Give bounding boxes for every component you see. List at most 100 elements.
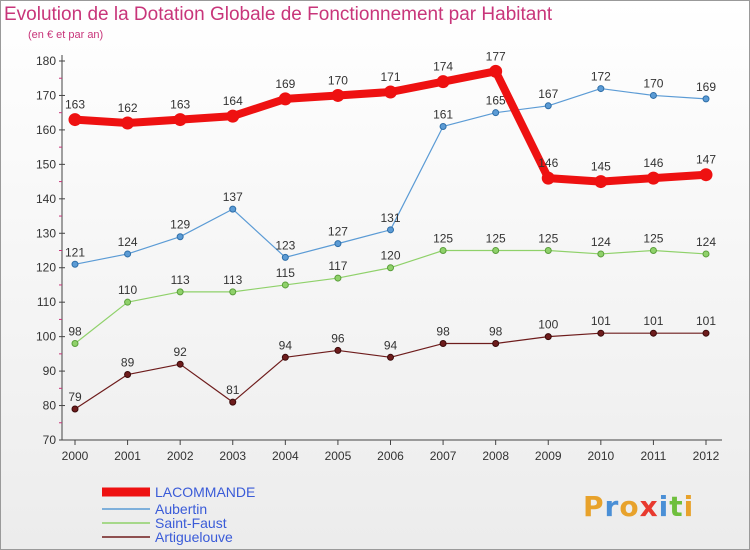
data-label: 146 [538, 156, 558, 170]
data-label: 174 [433, 60, 453, 74]
x-tick-label: 2010 [587, 449, 614, 463]
chart-subtitle: (en € et par an) [28, 29, 104, 41]
y-tick-label: 130 [36, 226, 56, 240]
data-label: 162 [118, 101, 138, 115]
data-label: 101 [643, 314, 663, 328]
data-point [334, 346, 342, 354]
data-point [281, 253, 289, 261]
data-label: 98 [489, 325, 503, 339]
y-tick-label: 140 [36, 192, 56, 206]
logo-letter: x [639, 490, 659, 523]
x-tick-label: 2000 [62, 449, 89, 463]
data-point [439, 122, 447, 130]
data-point [176, 233, 184, 241]
data-label: 131 [380, 211, 400, 225]
y-tick-label: 110 [37, 295, 56, 309]
data-point [124, 250, 132, 258]
data-point [702, 329, 710, 337]
data-label: 169 [696, 80, 716, 94]
data-point [544, 102, 552, 110]
x-tick-label: 2008 [482, 449, 509, 463]
data-label: 117 [328, 259, 347, 273]
data-point [176, 288, 184, 296]
data-label: 125 [433, 232, 453, 246]
data-label: 113 [223, 273, 242, 287]
data-label: 145 [591, 160, 611, 174]
data-point [71, 340, 79, 348]
data-point [492, 247, 500, 254]
proxiti-logo: Proxiti [583, 490, 694, 523]
series-line-aubertin [74, 87, 707, 265]
data-label: 98 [68, 325, 82, 339]
data-label: 110 [118, 283, 137, 297]
data-point [176, 360, 184, 368]
y-tick-label: 150 [36, 157, 56, 171]
data-label: 171 [380, 70, 400, 84]
y-tick-label: 80 [43, 399, 57, 413]
data-label: 127 [328, 225, 348, 239]
data-point [384, 85, 397, 99]
logo-letter: o [619, 490, 640, 523]
data-point [702, 95, 710, 103]
data-point [124, 298, 132, 306]
data-point [436, 75, 450, 89]
data-point [226, 109, 240, 123]
legend-label: Saint-Faust [155, 515, 227, 531]
data-point [124, 371, 132, 379]
data-label: 81 [226, 383, 240, 397]
data-label: 164 [223, 94, 243, 108]
data-point [597, 85, 605, 93]
data-label: 98 [436, 325, 450, 339]
data-point [439, 340, 447, 348]
data-point [173, 113, 187, 127]
legend-label: Artiguelouve [155, 529, 233, 545]
y-tick-label: 160 [36, 123, 56, 137]
x-tick-label: 2009 [535, 449, 562, 463]
data-point [597, 250, 605, 258]
data-label: 137 [223, 190, 243, 204]
data-point [544, 247, 552, 254]
data-label: 94 [384, 338, 398, 352]
data-point [71, 260, 79, 268]
y-tick-label: 170 [36, 88, 56, 102]
data-point [544, 333, 552, 341]
legend-label: LACOMMANDE [155, 484, 255, 500]
data-point [649, 91, 657, 99]
data-label: 79 [68, 390, 82, 404]
data-label: 101 [696, 314, 716, 328]
data-point [281, 353, 289, 361]
data-point [597, 329, 605, 337]
data-label: 100 [538, 318, 558, 332]
y-tick-label: 120 [36, 261, 56, 275]
data-label: 129 [170, 218, 190, 232]
data-label: 163 [170, 98, 190, 112]
logo-letter: r [604, 490, 620, 523]
legend-label: Aubertin [155, 501, 207, 517]
data-label: 170 [643, 76, 663, 90]
data-label: 101 [591, 314, 611, 328]
y-tick-label: 180 [36, 54, 56, 68]
logo-letter: i [683, 490, 695, 523]
data-point [229, 205, 237, 213]
x-tick-label: 2002 [167, 449, 194, 463]
logo-letter: t [669, 490, 684, 523]
data-point [334, 274, 342, 282]
data-point [439, 247, 447, 254]
x-tick-label: 2001 [114, 449, 141, 463]
data-point [71, 405, 79, 413]
data-point [594, 175, 608, 189]
data-label: 170 [328, 73, 348, 87]
data-point [387, 264, 394, 272]
x-tick-label: 2012 [693, 449, 720, 463]
data-point [229, 288, 237, 296]
data-label: 115 [276, 266, 295, 280]
x-tick-label: 2006 [377, 449, 404, 463]
y-tick-label: 70 [43, 433, 57, 447]
data-point [489, 64, 503, 78]
x-tick-label: 2011 [641, 449, 667, 463]
data-point [649, 247, 657, 254]
data-label: 89 [121, 356, 135, 370]
data-point [334, 240, 342, 248]
data-label: 161 [433, 107, 453, 121]
